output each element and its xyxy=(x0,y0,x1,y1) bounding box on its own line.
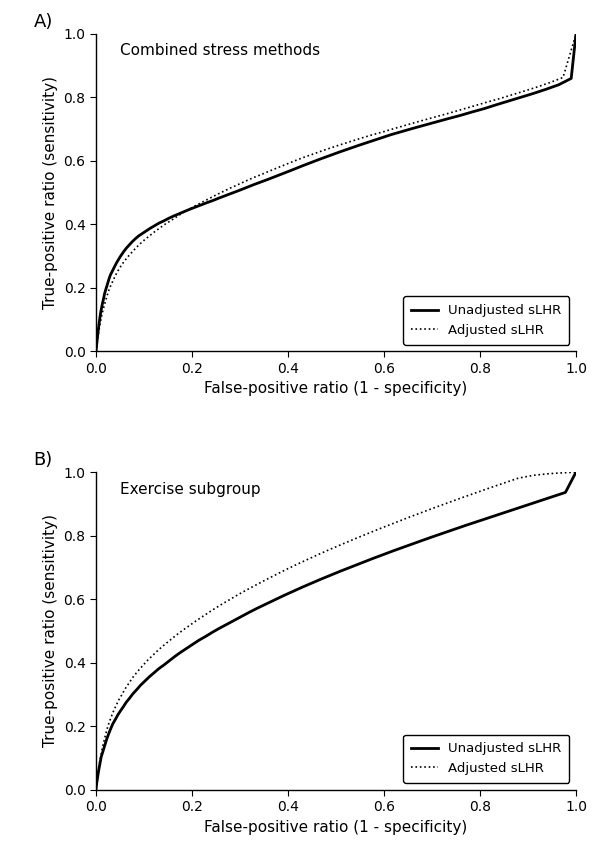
Adjusted sLHR xyxy=(572,467,580,477)
Unadjusted sLHR xyxy=(100,293,107,303)
Unadjusted sLHR xyxy=(398,127,406,137)
Unadjusted sLHR xyxy=(215,193,223,203)
Line: Unadjusted sLHR: Unadjusted sLHR xyxy=(96,472,576,790)
Adjusted sLHR xyxy=(92,784,100,795)
Text: A): A) xyxy=(34,13,53,31)
Line: Unadjusted sLHR: Unadjusted sLHR xyxy=(96,34,576,351)
Adjusted sLHR xyxy=(149,651,156,661)
Unadjusted sLHR xyxy=(92,346,100,357)
Text: B): B) xyxy=(34,451,53,469)
Adjusted sLHR xyxy=(125,678,133,688)
Unadjusted sLHR xyxy=(524,500,532,510)
Adjusted sLHR xyxy=(283,565,290,575)
X-axis label: False-positive ratio (1 - specificity): False-positive ratio (1 - specificity) xyxy=(205,381,467,396)
Unadjusted sLHR xyxy=(281,167,289,177)
Unadjusted sLHR xyxy=(155,664,163,674)
Adjusted sLHR xyxy=(205,194,212,204)
Adjusted sLHR xyxy=(572,29,580,39)
Legend: Unadjusted sLHR, Adjusted sLHR: Unadjusted sLHR, Adjusted sLHR xyxy=(403,734,569,783)
Line: Adjusted sLHR: Adjusted sLHR xyxy=(96,472,576,790)
Unadjusted sLHR xyxy=(202,632,209,642)
Y-axis label: True-positive ratio (sensitivity): True-positive ratio (sensitivity) xyxy=(43,514,58,747)
Adjusted sLHR xyxy=(521,86,528,96)
Adjusted sLHR xyxy=(134,666,141,677)
Adjusted sLHR xyxy=(125,250,133,261)
Adjusted sLHR xyxy=(92,346,100,357)
Unadjusted sLHR xyxy=(146,223,154,233)
Unadjusted sLHR xyxy=(572,29,580,39)
Line: Adjusted sLHR: Adjusted sLHR xyxy=(96,34,576,351)
Legend: Unadjusted sLHR, Adjusted sLHR: Unadjusted sLHR, Adjusted sLHR xyxy=(403,296,569,345)
Adjusted sLHR xyxy=(110,273,118,284)
Unadjusted sLHR xyxy=(92,784,100,795)
Unadjusted sLHR xyxy=(94,773,101,784)
Text: Exercise subgroup: Exercise subgroup xyxy=(120,481,260,497)
Unadjusted sLHR xyxy=(263,599,270,609)
Unadjusted sLHR xyxy=(298,161,305,171)
X-axis label: False-positive ratio (1 - specificity): False-positive ratio (1 - specificity) xyxy=(205,819,467,835)
Text: Combined stress methods: Combined stress methods xyxy=(120,43,320,59)
Adjusted sLHR xyxy=(380,127,387,137)
Adjusted sLHR xyxy=(109,708,116,718)
Unadjusted sLHR xyxy=(572,467,580,477)
Adjusted sLHR xyxy=(185,204,193,214)
Adjusted sLHR xyxy=(143,656,151,666)
Y-axis label: True-positive ratio (sensitivity): True-positive ratio (sensitivity) xyxy=(43,76,58,309)
Unadjusted sLHR xyxy=(130,689,137,699)
